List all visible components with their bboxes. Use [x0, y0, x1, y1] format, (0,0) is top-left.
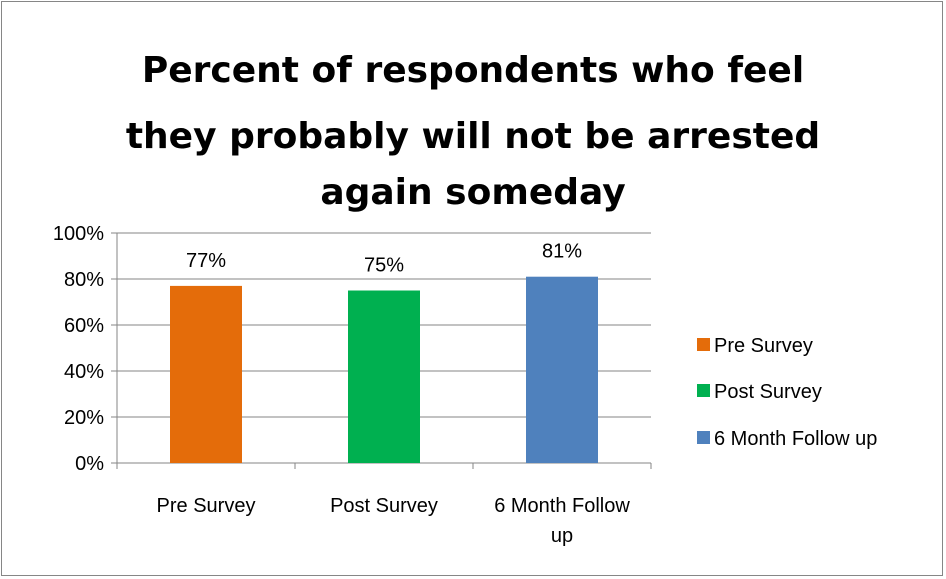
legend-entry: 6 Month Follow up — [697, 428, 877, 450]
data-label: 75% — [364, 255, 404, 277]
y-tick-label: 20% — [64, 407, 104, 429]
y-tick-label: 80% — [64, 269, 104, 291]
legend-entry: Pre Survey — [697, 335, 813, 357]
data-label: 77% — [186, 250, 226, 272]
y-tick-labels: 0% 20% 40% 60% 80% 100% — [53, 223, 104, 475]
bar — [170, 285, 242, 463]
legend-entry: Post Survey — [697, 381, 822, 403]
legend: Pre Survey Post Survey 6 Month Follow up — [697, 335, 877, 450]
y-tick-label: 100% — [53, 223, 104, 245]
chart-title-line: again someday — [320, 172, 625, 213]
chart-title-line: they probably will not be arrested — [126, 116, 820, 157]
legend-label: Post Survey — [714, 381, 822, 403]
legend-label: 6 Month Follow up — [714, 428, 877, 450]
legend-label: Pre Survey — [714, 335, 813, 357]
y-tick-label: 60% — [64, 315, 104, 337]
data-labels: 77% 75% 81% — [186, 241, 582, 277]
y-tick-label: 40% — [64, 361, 104, 383]
bars — [170, 276, 598, 463]
chart-title: Percent of respondents who feel they prob… — [126, 50, 820, 213]
y-tick-label: 0% — [75, 453, 104, 475]
legend-swatch — [697, 338, 710, 351]
bar — [526, 276, 598, 463]
legend-swatch — [697, 431, 710, 444]
x-tick-label: Post Survey — [330, 495, 438, 517]
x-tick-label: 6 Month Follow up — [494, 495, 630, 547]
bar — [348, 290, 420, 463]
x-tick-labels: Pre Survey Post Survey 6 Month Follow up — [157, 495, 631, 547]
x-tick-label: Pre Survey — [157, 495, 256, 517]
chart-title-line: Percent of respondents who feel — [142, 50, 804, 91]
data-label: 81% — [542, 241, 582, 263]
legend-swatch — [697, 384, 710, 397]
